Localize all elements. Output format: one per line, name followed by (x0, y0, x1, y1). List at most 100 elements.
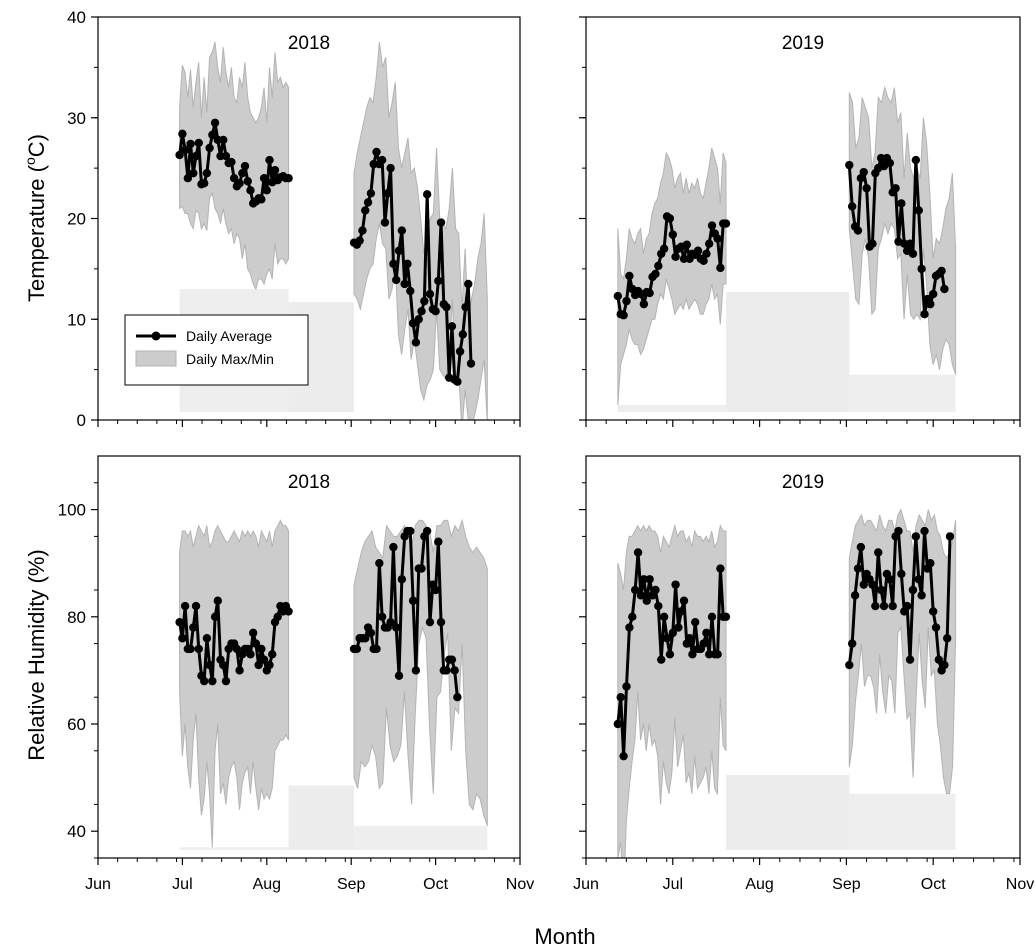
average-point (392, 275, 401, 285)
average-point (394, 246, 404, 255)
legend-label-range: Daily Max/Min (186, 351, 274, 367)
average-point (845, 160, 854, 170)
average-point (625, 623, 634, 632)
average-point (908, 249, 918, 258)
average-point (240, 161, 250, 171)
average-point (383, 189, 392, 198)
average-point (859, 580, 868, 589)
legend-band-swatch (135, 350, 177, 367)
average-point (361, 634, 370, 643)
average-point (943, 634, 952, 643)
average-point (392, 623, 401, 632)
average-point (191, 151, 201, 161)
average-point (453, 693, 462, 702)
x-tick-label: Jul (172, 876, 192, 893)
x-tick-label: Jun (85, 876, 111, 893)
average-point (235, 179, 244, 188)
average-point (879, 601, 889, 611)
average-point (422, 190, 432, 199)
average-point (619, 311, 628, 320)
plot-area (175, 518, 488, 850)
x-tick-label: Jul (663, 876, 683, 893)
average-point (248, 628, 258, 638)
plot-frame (97, 455, 521, 859)
average-point (905, 239, 915, 248)
average-point (900, 239, 909, 248)
minmax-band (179, 519, 290, 848)
average-point (914, 206, 923, 215)
y-tick-label: 60 (67, 715, 86, 734)
gap-floor-fill (726, 774, 850, 850)
average-point (434, 276, 443, 286)
average-point (897, 569, 906, 579)
average-point (929, 289, 938, 299)
average-point (862, 184, 871, 193)
average-point (859, 167, 868, 177)
average-point (400, 279, 409, 289)
average-point (713, 650, 722, 659)
average-point (721, 612, 731, 621)
plot-frame (585, 455, 1021, 859)
average-point (259, 174, 269, 183)
average-point (406, 526, 415, 536)
average-point (668, 230, 677, 239)
average-point (622, 296, 631, 306)
average-point (377, 612, 387, 621)
average-point (186, 644, 195, 654)
panel-rh-2019: Jun Jul Aug Sep Oct Nov 2019 (573, 455, 1034, 893)
average-point (202, 634, 212, 643)
average-point (940, 284, 949, 294)
average-point (885, 575, 894, 584)
average-point (186, 139, 195, 149)
average-point (450, 666, 459, 675)
minmax-band (353, 42, 488, 420)
band-floor-fill (849, 793, 956, 850)
average-point (671, 252, 680, 261)
average-point (461, 302, 470, 312)
average-point (411, 666, 421, 675)
average-point (447, 322, 457, 331)
gap-floor-fill (288, 785, 355, 850)
average-point (911, 532, 921, 541)
average-point (630, 585, 640, 595)
x-tick-label: Jun (573, 876, 599, 893)
average-point (417, 306, 426, 316)
average-point (284, 607, 293, 616)
average-point (651, 585, 660, 595)
average-point (888, 601, 897, 611)
average-point (442, 666, 451, 675)
average-point (375, 559, 384, 568)
average-point (175, 150, 184, 160)
average-point (246, 186, 255, 195)
average-point (219, 135, 228, 145)
panels-group: 0 10 20 30 40 2018 2019 Jun Jul Aug Sep Oct Nov 40 60 8… (58, 8, 1035, 893)
average-point (411, 338, 421, 347)
average-point (934, 655, 943, 664)
average-point (251, 639, 261, 648)
average-point (372, 644, 381, 654)
average-point (238, 168, 247, 178)
x-tick-label: Oct (423, 876, 448, 893)
average-point (366, 628, 376, 638)
x-tick-label: Oct (921, 876, 946, 893)
average-point (246, 650, 255, 659)
average-point (386, 163, 395, 173)
average-point (926, 559, 935, 568)
average-point (853, 226, 863, 235)
average-point (436, 218, 446, 227)
panel-title: 2019 (782, 33, 824, 54)
average-point (693, 246, 703, 255)
average-point (665, 214, 675, 223)
average-point (721, 219, 731, 228)
average-point (447, 655, 457, 664)
average-point (639, 575, 649, 584)
y-tick-label: 40 (67, 8, 86, 27)
average-point (654, 601, 663, 611)
average-point (642, 596, 651, 605)
average-point (636, 591, 646, 600)
average-point (189, 623, 198, 632)
average-point (668, 628, 677, 638)
average-point (380, 218, 390, 227)
average-point (408, 596, 418, 605)
average-point (265, 660, 274, 670)
